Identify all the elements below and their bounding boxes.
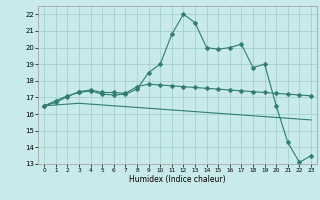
X-axis label: Humidex (Indice chaleur): Humidex (Indice chaleur) <box>129 175 226 184</box>
